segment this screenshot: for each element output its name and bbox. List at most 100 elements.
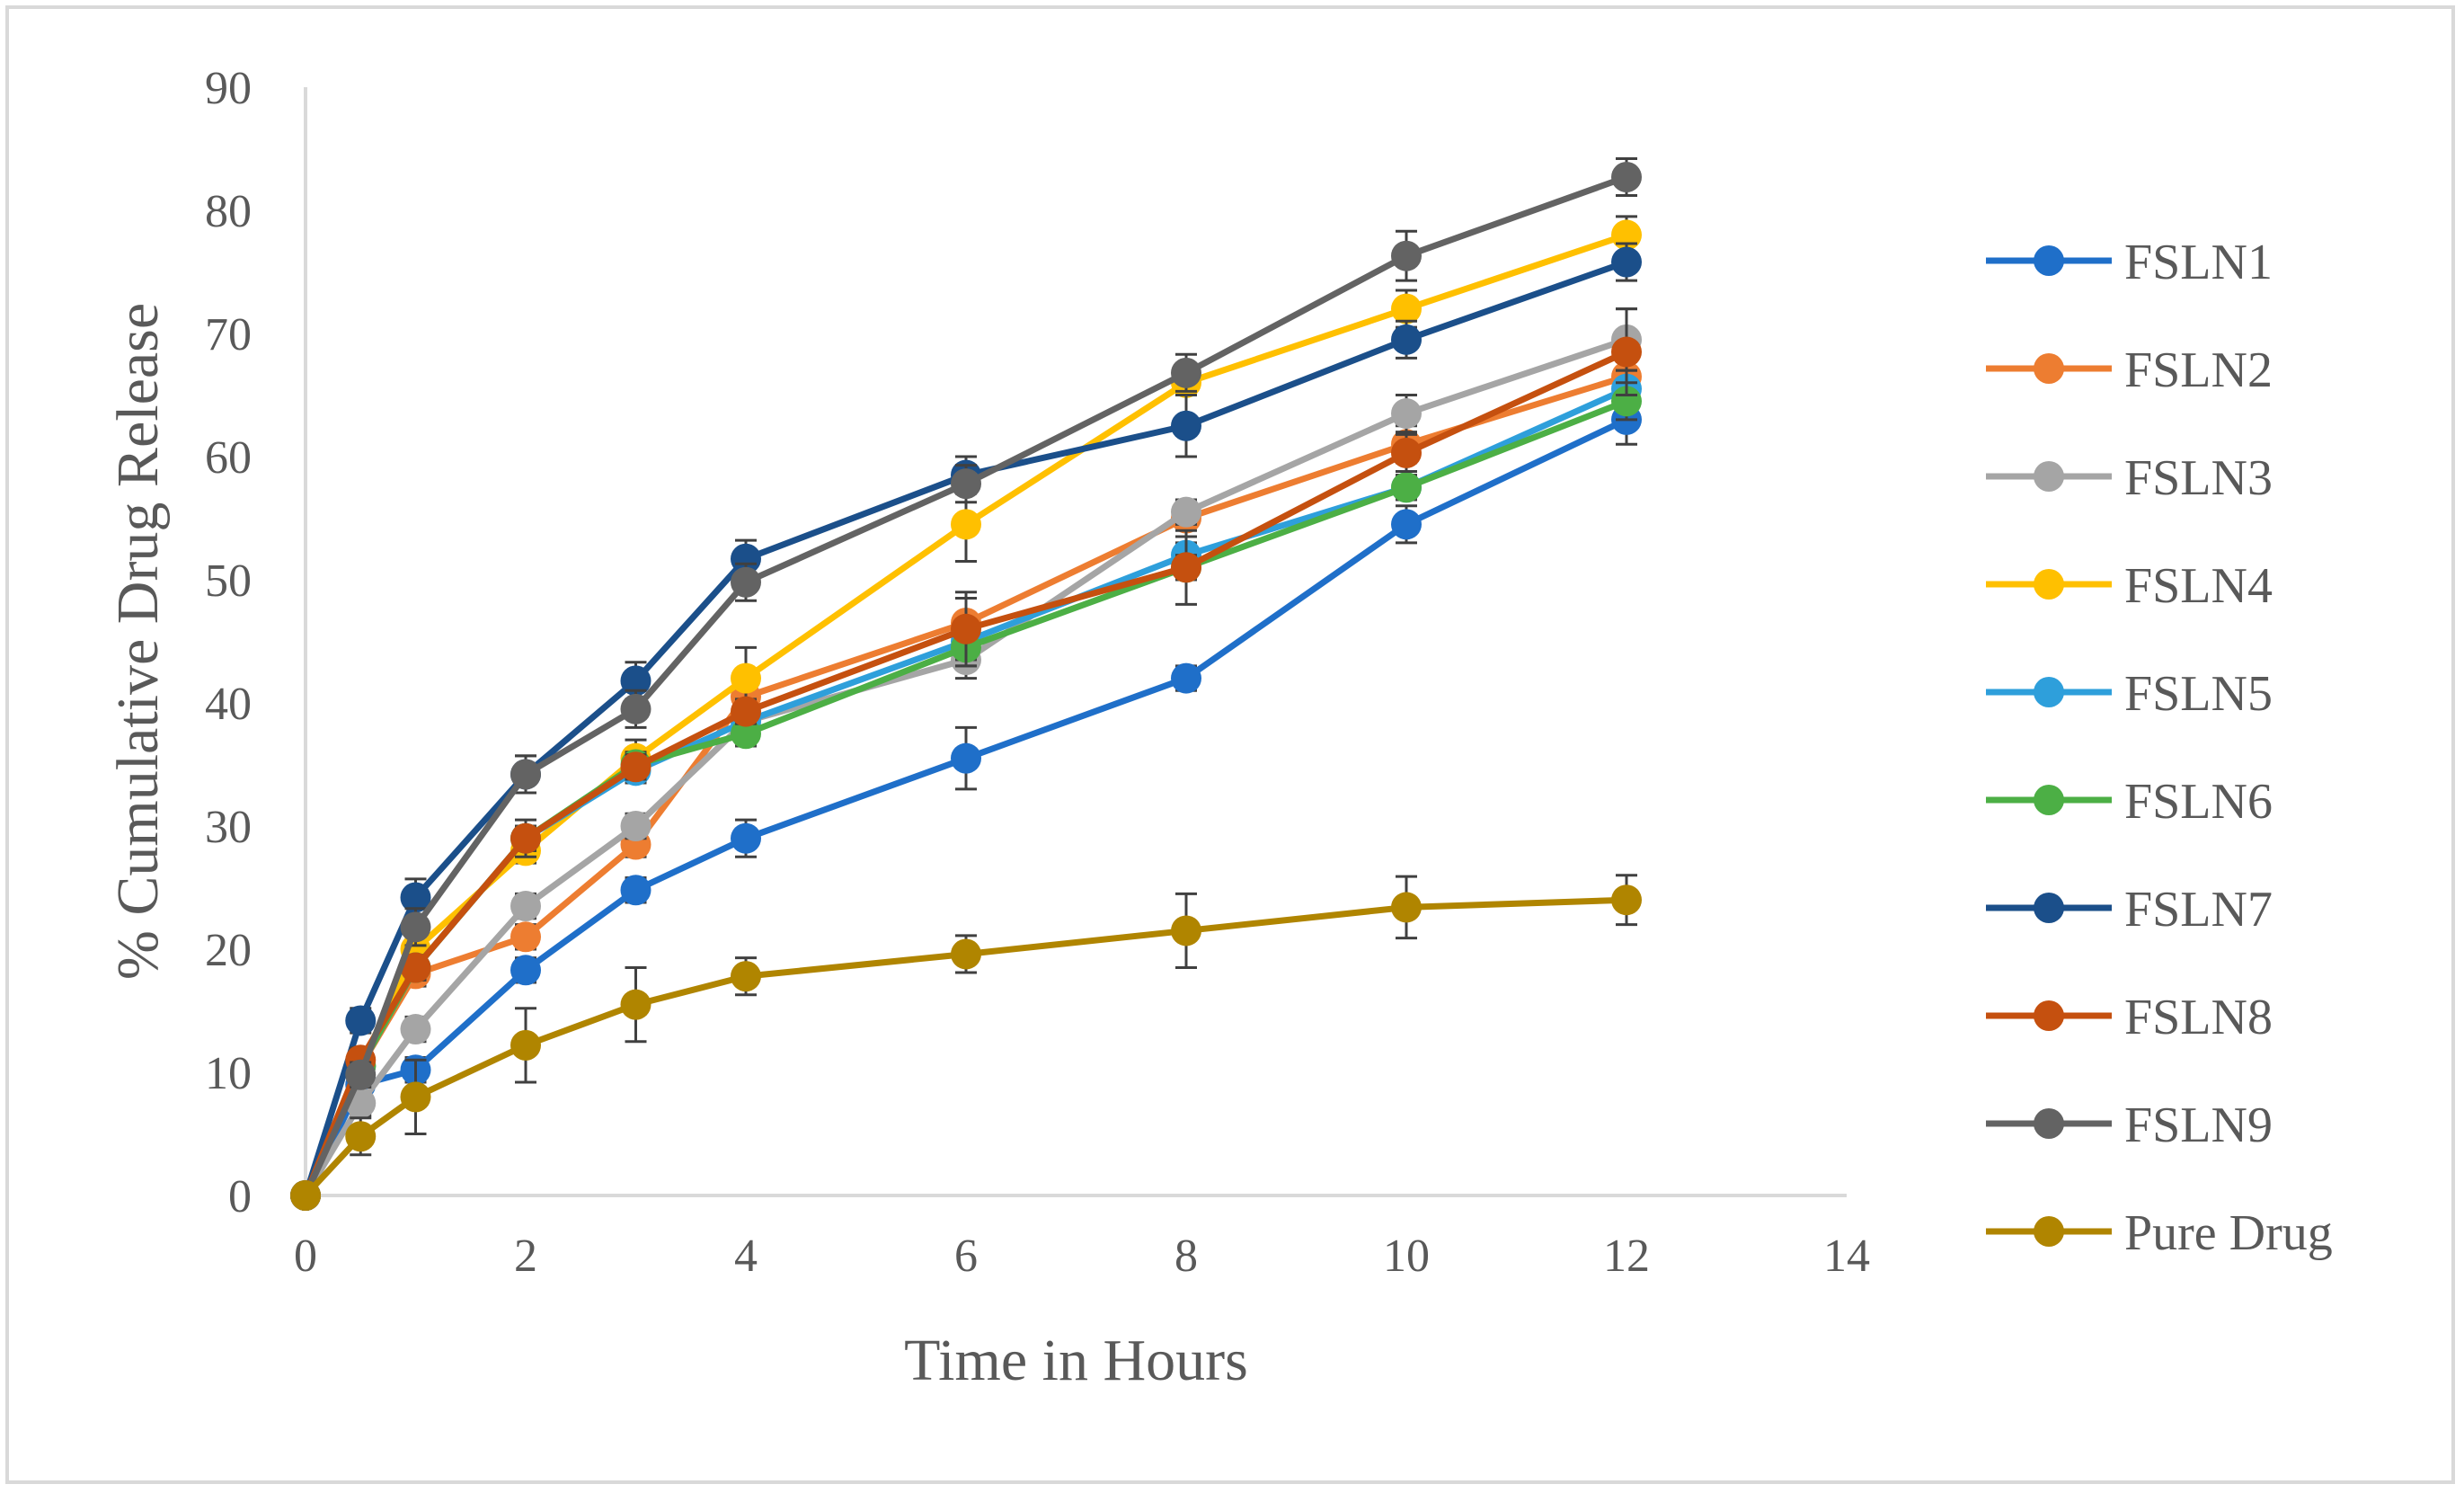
series-line [303, 896, 1627, 1198]
x-tick-label: 14 [1823, 1231, 1870, 1282]
data-point [620, 693, 651, 724]
data-point [510, 891, 541, 922]
data-point [1391, 472, 1422, 503]
data-point [1611, 386, 1642, 417]
data-point [731, 822, 761, 854]
data-point [1391, 324, 1422, 355]
data-point [1171, 410, 1201, 441]
legend-label: FSLN5 [2124, 666, 2273, 722]
legend-item: FSLN9 [1986, 1098, 2273, 1153]
data-point [400, 1014, 431, 1045]
legend-label: FSLN9 [2124, 1098, 2273, 1153]
x-tick-label: 4 [734, 1231, 758, 1282]
data-point [620, 665, 651, 697]
data-point [510, 921, 541, 953]
data-point [510, 759, 541, 790]
x-tick-label: 0 [294, 1231, 317, 1282]
series-line [302, 416, 1628, 1197]
data-point [951, 613, 981, 644]
data-point [1611, 884, 1642, 916]
legend-label: FSLN1 [2124, 235, 2273, 290]
series-line [302, 259, 1628, 1197]
legend-item: Pure Drug [1986, 1205, 2333, 1261]
data-point [1391, 892, 1422, 923]
data-point [620, 751, 651, 783]
data-point [731, 961, 761, 992]
data-point [1391, 437, 1422, 468]
legend-swatch-marker [2034, 461, 2064, 492]
series-line [302, 232, 1628, 1197]
data-point [400, 1081, 431, 1113]
y-tick-label: 70 [205, 309, 252, 360]
data-point [951, 742, 981, 774]
legend: FSLN1 FSLN2 FSLN3 FSLN4 FSLN5 FSLN6 FSLN7 FSLN8… [1986, 235, 2333, 1261]
x-tick-label: 12 [1603, 1231, 1650, 1282]
legend-label: FSLN4 [2124, 558, 2273, 614]
y-axis-title: % Cumulative Drug Release [105, 303, 171, 980]
series-line [302, 336, 1628, 1197]
data-point [731, 543, 761, 574]
data-point [400, 882, 431, 913]
series-line [302, 173, 1628, 1197]
legend-swatch-marker [2034, 785, 2064, 815]
x-axis-title: Time in Hours [904, 1328, 1248, 1393]
data-point [1611, 246, 1642, 278]
legend-item: FSLN3 [1986, 450, 2273, 506]
x-tick-label: 2 [514, 1231, 537, 1282]
y-tick-label: 0 [228, 1171, 252, 1222]
legend-swatch-marker [2034, 1108, 2064, 1139]
y-tick-label: 10 [205, 1048, 252, 1099]
y-tick-label: 90 [205, 63, 252, 114]
data-point [1391, 293, 1422, 324]
data-point [1171, 357, 1201, 388]
data-point [1611, 162, 1642, 193]
x-tick-labels: 0 2 4 6 8 10 12 14 [294, 1231, 1870, 1282]
y-tick-labels: 0 10 20 30 40 50 60 70 80 90 [205, 63, 252, 1222]
data-point [620, 989, 651, 1020]
data-point [400, 911, 431, 943]
data-point [1391, 398, 1422, 430]
series-fsln9 [290, 156, 1642, 1211]
data-point [951, 468, 981, 500]
legend-swatch-marker [2034, 569, 2064, 600]
data-point [1171, 552, 1201, 583]
legend-swatch-marker [2034, 1000, 2064, 1031]
legend-item: FSLN8 [1986, 990, 2273, 1045]
data-point [731, 662, 761, 694]
legend-item: FSLN7 [1986, 882, 2273, 938]
series-line [302, 349, 1628, 1197]
data-point [1171, 662, 1201, 694]
data-point [951, 509, 981, 540]
legend-label: FSLN2 [2124, 342, 2273, 398]
data-point [731, 696, 761, 727]
legend-label: FSLN7 [2124, 882, 2273, 938]
y-tick-label: 30 [205, 802, 252, 853]
legend-item: FSLN4 [1986, 558, 2273, 614]
legend-label: FSLN8 [2124, 990, 2273, 1045]
data-point [731, 718, 761, 750]
y-tick-label: 60 [205, 432, 252, 484]
legend-item: FSLN1 [1986, 235, 2273, 290]
data-point [510, 955, 541, 986]
series-layer [290, 156, 1642, 1211]
y-tick-label: 40 [205, 679, 252, 730]
data-point [400, 952, 431, 983]
legend-label: FSLN6 [2124, 774, 2273, 830]
data-point [510, 822, 541, 854]
y-tick-label: 80 [205, 186, 252, 237]
data-point [1171, 915, 1201, 946]
y-tick-label: 20 [205, 925, 252, 976]
legend-swatch-marker [2034, 1216, 2064, 1247]
data-point [1391, 509, 1422, 540]
y-tick-label: 50 [205, 555, 252, 607]
legend-item: FSLN2 [1986, 342, 2273, 398]
legend-swatch-marker [2034, 245, 2064, 276]
legend-swatch-marker [2034, 353, 2064, 384]
data-point [620, 811, 651, 841]
series-pure-drug [290, 874, 1642, 1211]
data-point [345, 1121, 377, 1152]
legend-item: FSLN6 [1986, 774, 2273, 830]
data-point [1171, 496, 1201, 528]
data-point [731, 566, 761, 598]
data-point [951, 938, 981, 970]
